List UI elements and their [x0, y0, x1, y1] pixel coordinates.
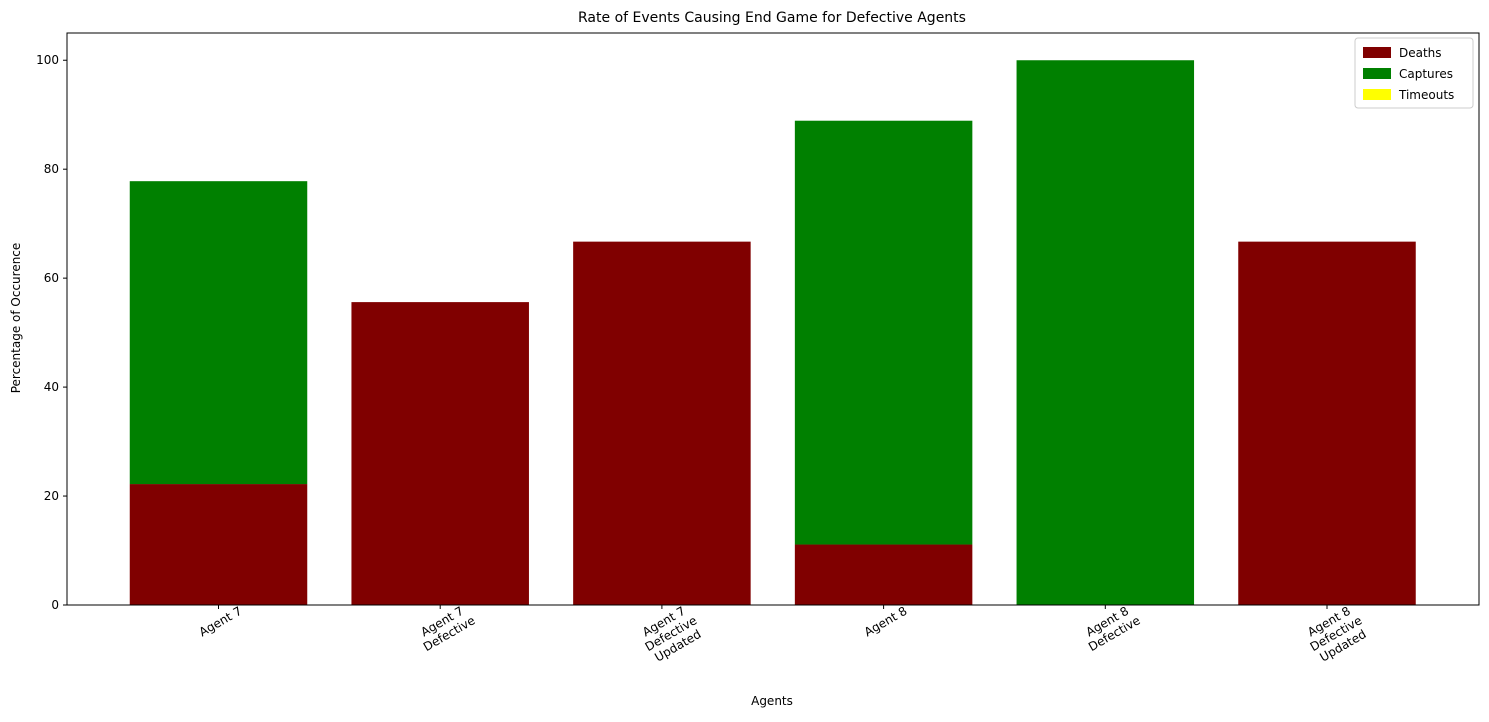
y-tick-label: 0	[51, 598, 59, 612]
legend: Deaths Captures Timeouts	[1354, 37, 1474, 109]
y-tick-label: 20	[44, 489, 59, 503]
x-axis-label: Agents	[751, 694, 793, 708]
y-tick-label: 80	[44, 162, 59, 176]
legend-label-deaths: Deaths	[1399, 46, 1442, 60]
legend-label-captures: Captures	[1399, 67, 1453, 81]
legend-label-timeouts: Timeouts	[1398, 88, 1454, 102]
y-axis-label: Percentage of Occurence	[9, 243, 23, 394]
y-tick-label: 40	[44, 380, 59, 394]
bar-captures-4	[1016, 60, 1195, 606]
y-tick-label: 60	[44, 271, 59, 285]
chart-title: Rate of Events Causing End Game for Defe…	[578, 10, 966, 26]
legend-swatch-captures	[1363, 68, 1391, 79]
bar-captures-0	[129, 181, 308, 485]
bar-deaths-3	[794, 544, 973, 605]
legend-swatch-timeouts	[1363, 89, 1391, 100]
bar-captures-3	[794, 120, 973, 545]
bar-deaths-2	[573, 241, 751, 605]
bar-deaths-5	[1238, 241, 1416, 605]
y-tick-label: 100	[36, 53, 59, 67]
bar-deaths-0	[129, 484, 308, 605]
legend-swatch-deaths	[1363, 47, 1391, 58]
bar-deaths-1	[351, 302, 529, 605]
axes-frame	[66, 32, 1480, 606]
